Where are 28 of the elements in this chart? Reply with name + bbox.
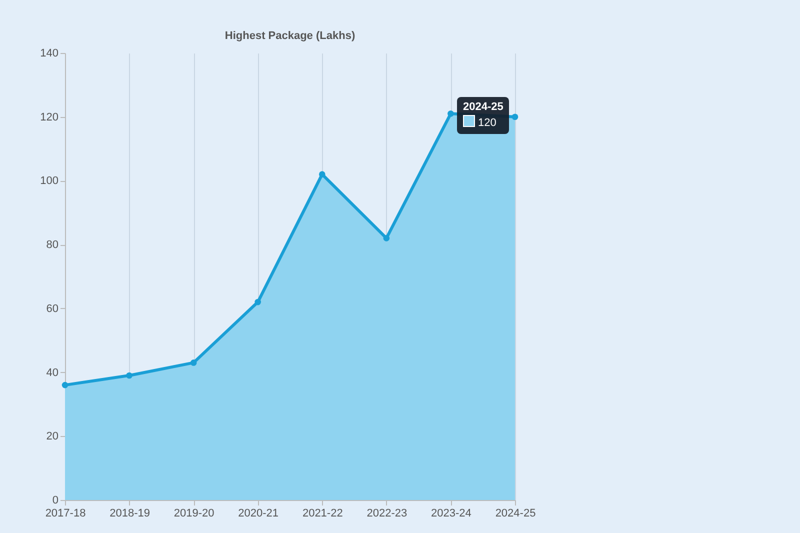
point xyxy=(62,382,68,388)
point xyxy=(448,110,454,117)
point xyxy=(383,235,390,242)
x-tick-label: 2024-25 xyxy=(495,508,536,520)
annotation: 2024-25 xyxy=(463,100,504,115)
y-tick-label: 120 xyxy=(40,111,58,124)
y-tick-label: 100 xyxy=(40,175,58,188)
x-tick-label: 2022-23 xyxy=(366,508,408,520)
x-tick-label: 2018-19 xyxy=(110,508,150,520)
x-tick-label: 2023-24 xyxy=(431,508,472,520)
y-tick-label: 0 xyxy=(52,494,58,506)
point xyxy=(190,360,197,366)
y-tick-label: 20 xyxy=(46,430,58,443)
x-tick-label: 2019-20 xyxy=(174,508,214,520)
point xyxy=(318,171,326,178)
y-tick-label: 80 xyxy=(46,239,58,252)
y-tick-label: 60 xyxy=(46,302,58,315)
chart-title: Highest Package (Lakhs) xyxy=(224,30,356,42)
x-tick-label: 2020-21 xyxy=(238,508,279,520)
x-tick-label: 2017-18 xyxy=(45,508,86,520)
tooltip-box: 2024-25 120 xyxy=(457,96,510,134)
point xyxy=(126,372,132,379)
x-tick-label: 2021-22 xyxy=(302,508,343,520)
y-tick-label: 140 xyxy=(40,48,58,60)
point xyxy=(254,298,262,306)
annotation: 120 xyxy=(477,116,498,131)
point xyxy=(512,114,518,120)
y-tick-label: 40 xyxy=(46,366,58,379)
